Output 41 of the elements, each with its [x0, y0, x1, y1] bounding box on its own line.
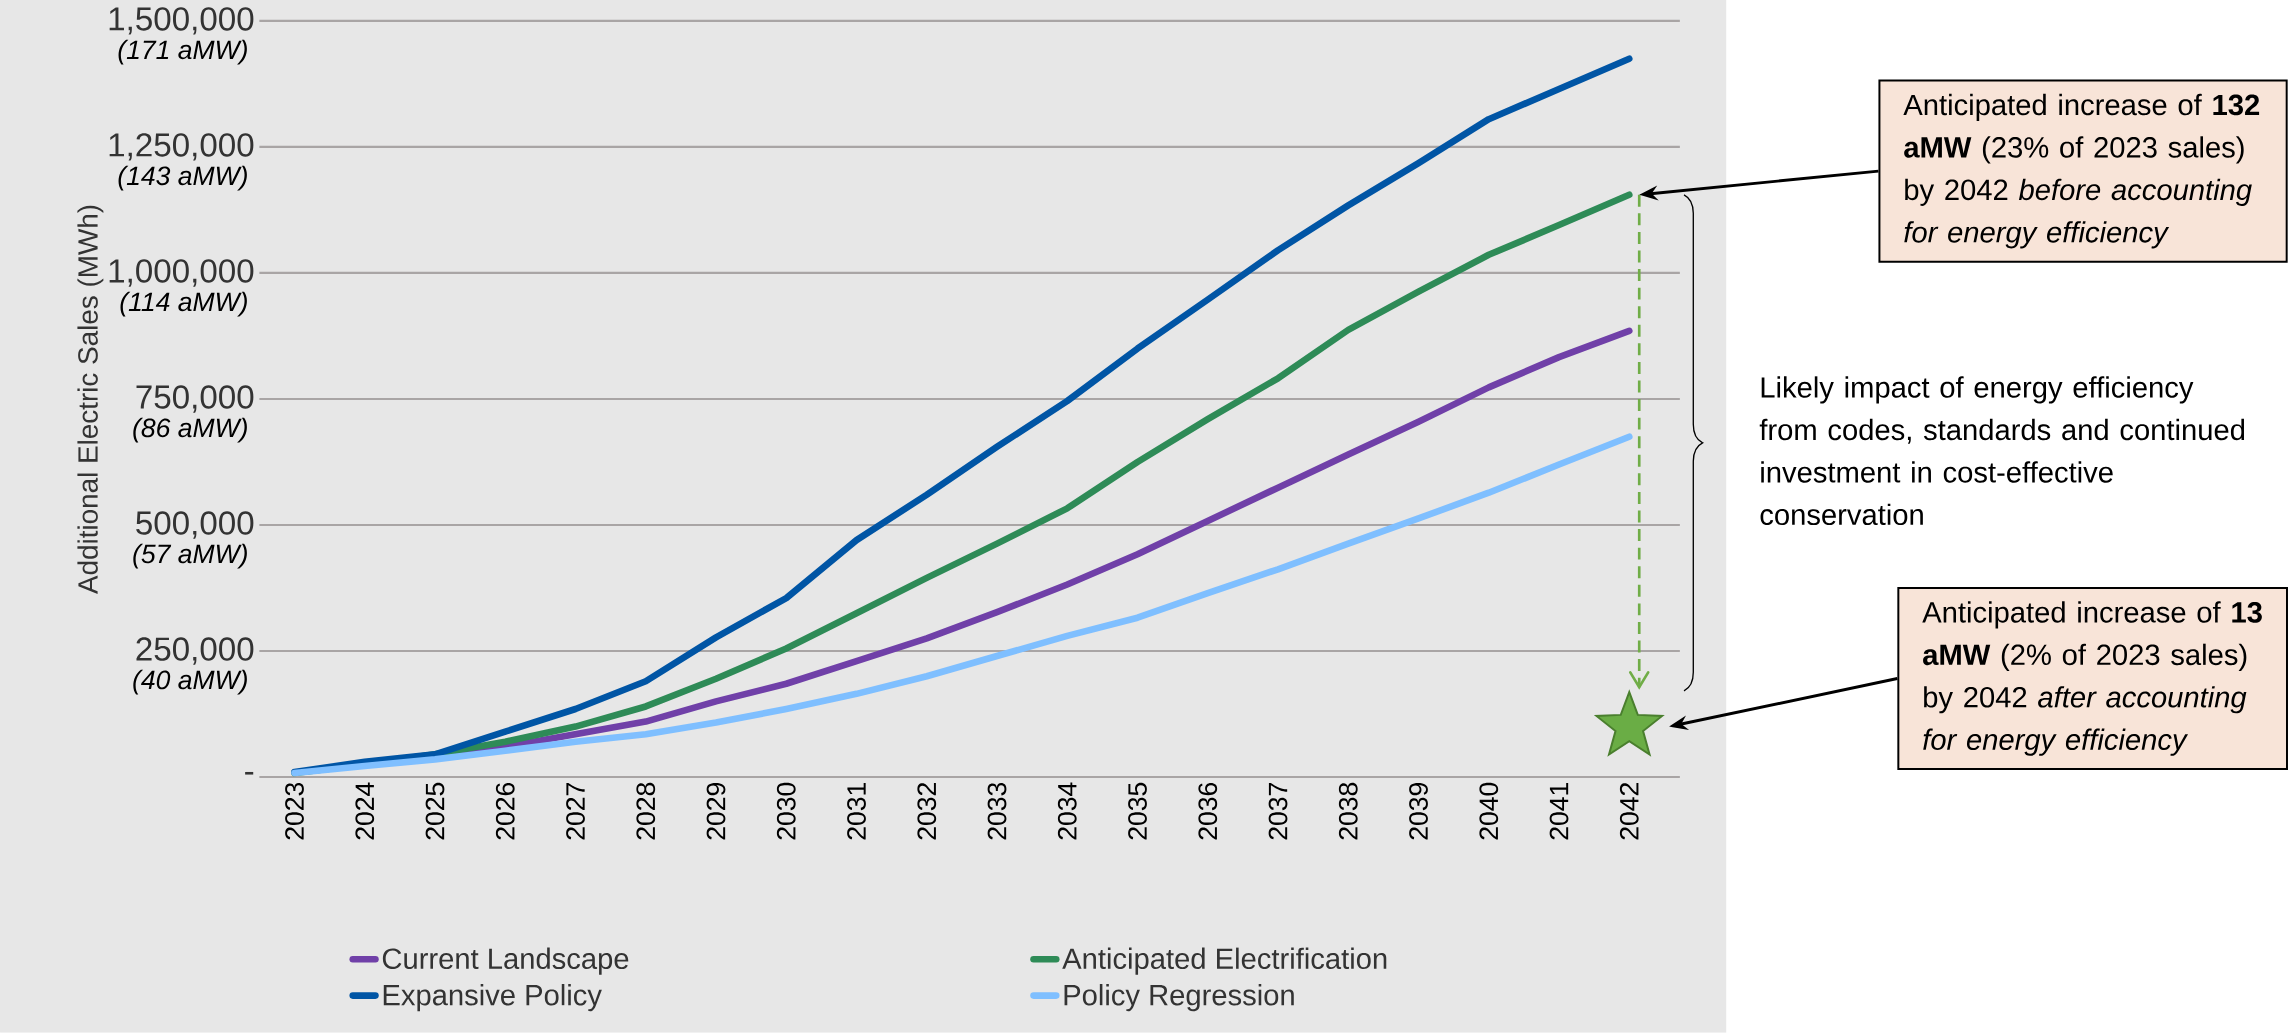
x-tick-label: 2028	[636, 783, 656, 840]
legend-label: Policy Regression	[1064, 984, 1294, 1012]
y-tick-label: 500,000	[136, 511, 254, 539]
x-tick-label: 2033	[987, 783, 1007, 840]
x-tick-label: 2037	[1268, 783, 1288, 840]
x-tick-label: 2031	[847, 783, 866, 840]
text: (171 aMW)	[118, 39, 247, 65]
x-tick-label: 2041	[1549, 783, 1569, 840]
x-tick-label: 2036	[1198, 783, 1218, 840]
text: Anticipated increase of 132 aMW (23% of 2023 sales) by 2042 before accounting for energy efficiency	[1903, 93, 2260, 249]
text: (143 aMW)	[118, 165, 247, 191]
text: Anticipated increase of 13 aMW (2% of 2023 sales) by 2042 after accounting for energy efficiency	[1922, 601, 2262, 756]
y-tick-label: 1,250,000	[109, 133, 254, 161]
x-tick-label: 2029	[706, 783, 726, 840]
text: (114 aMW)	[120, 291, 247, 317]
y-axis-title: Additional Electric Sales (MWh)	[77, 205, 104, 595]
y-tick-label: 250,000	[136, 637, 254, 665]
x-tick-label: 2023	[285, 783, 304, 840]
x-tick-label: 2025	[425, 782, 445, 840]
text: (57 aMW)	[133, 543, 247, 569]
x-tick-label: 2038	[1338, 783, 1358, 840]
x-tick-label: 2034	[1057, 782, 1077, 840]
text: (40 aMW)	[133, 669, 247, 695]
legend-label: Anticipated Electrification	[1062, 947, 1387, 975]
y-tick-label: -	[245, 772, 254, 775]
x-tick-label: 2027	[566, 783, 585, 840]
x-tick-label: 2026	[495, 783, 515, 840]
x-tick-label: 2040	[1479, 782, 1499, 840]
x-tick-label: 2039	[1409, 783, 1428, 840]
text: (86 aMW)	[133, 417, 247, 443]
text: Likely impact of energy efficiency from codes, standards and continued investment in cost-effective conservation	[1759, 376, 2245, 526]
legend-label: Current Landscape	[382, 947, 629, 975]
x-tick-label: 2032	[917, 783, 937, 840]
legend-label: Expansive Policy	[383, 984, 602, 1012]
y-tick-label: 1,500,000	[109, 7, 254, 35]
x-tick-label: 2030	[776, 782, 796, 840]
y-tick-label: 1,000,000	[109, 259, 254, 287]
x-tick-label: 2035	[1128, 782, 1147, 840]
y-tick-label: 750,000	[136, 385, 254, 413]
x-tick-label: 2024	[355, 782, 375, 840]
x-tick-label: 2042	[1619, 783, 1639, 840]
